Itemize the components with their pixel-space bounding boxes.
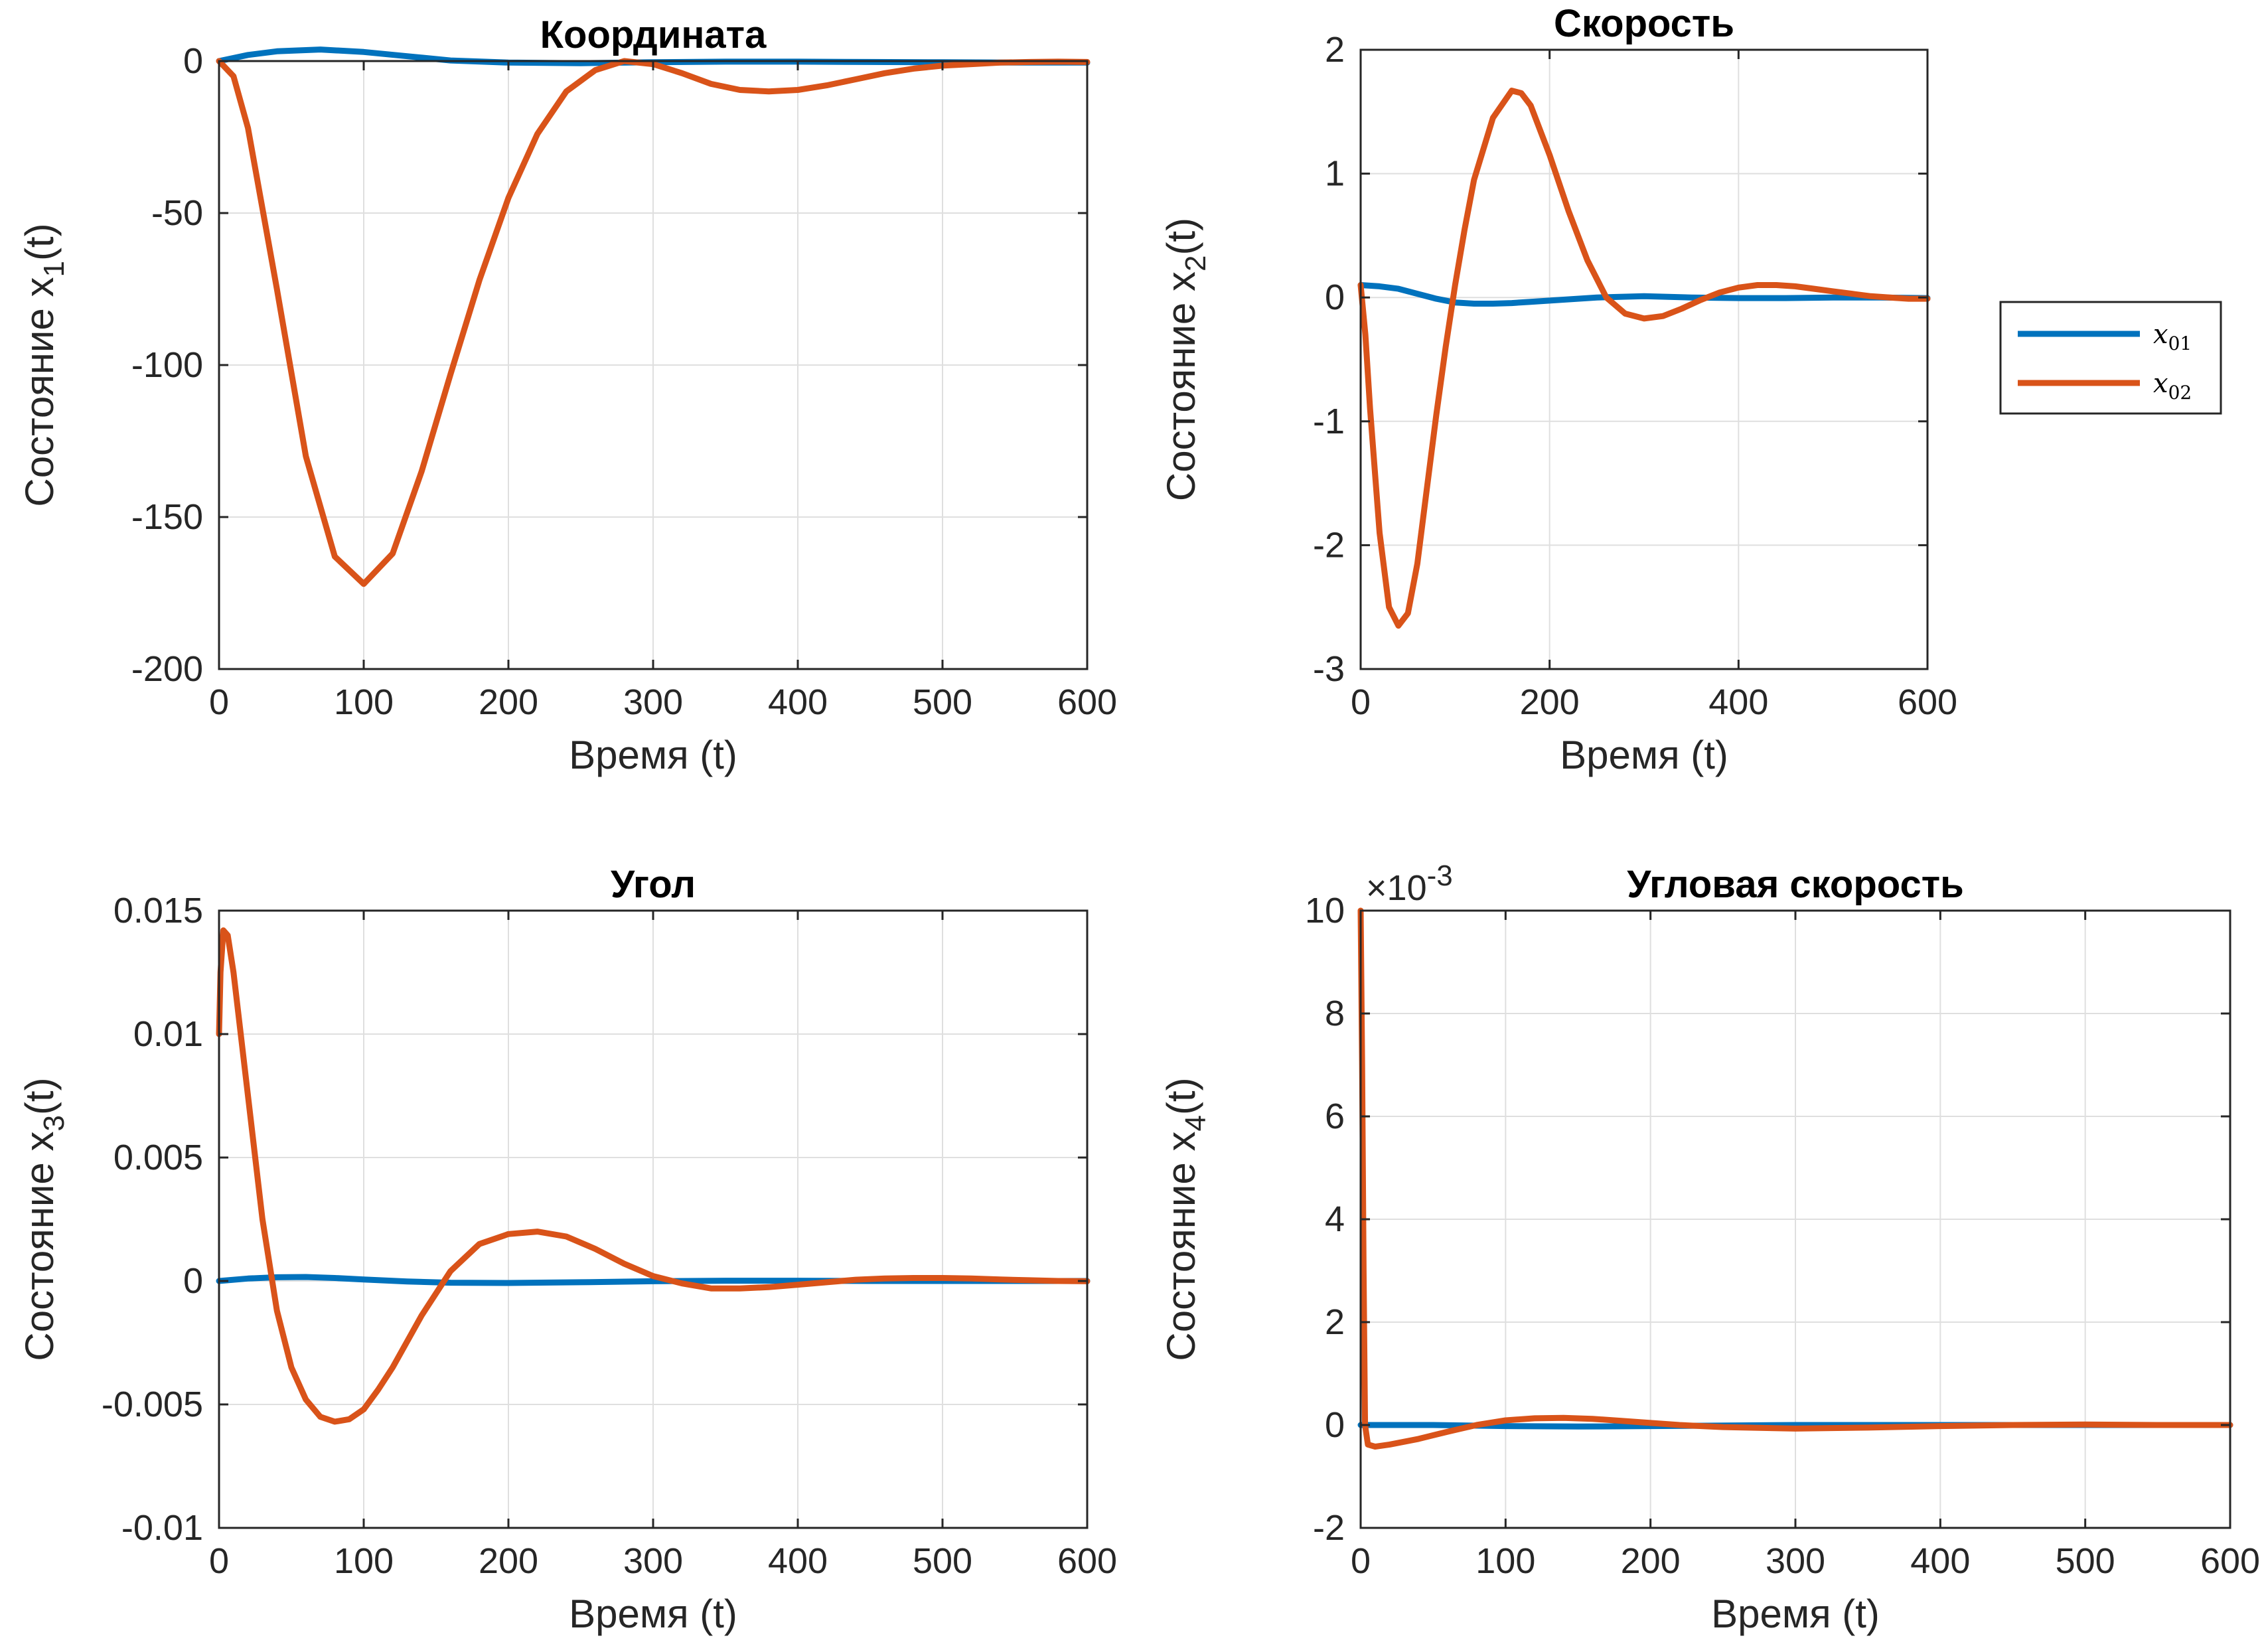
y-tick-label: -150	[131, 497, 203, 537]
chart-panel-1: 0 100 200 300 400 500 600 -200 -150 -100 -50 0 Коорд…	[17, 13, 1117, 777]
x-tick-label: 200	[1520, 682, 1580, 722]
y-axis-label: Состояние x1(t)	[17, 223, 70, 506]
y-tick-label: -50	[151, 193, 203, 233]
legend-label-02: x02	[2153, 368, 2192, 404]
y-tick-label: -2	[1313, 1508, 1345, 1548]
x-tick-label: 100	[334, 1541, 394, 1581]
y-tick-label: 1	[1325, 154, 1345, 194]
x-tick-label: 100	[334, 682, 394, 722]
x-tick-label: 200	[479, 1541, 538, 1581]
series-line-x02	[216, 58, 1091, 587]
x-tick-label: 0	[209, 682, 229, 722]
y-tick-label: -0.005	[102, 1385, 203, 1424]
plot-area	[1361, 50, 1927, 669]
series-line-x02	[216, 927, 1091, 1425]
x-axis-label: Время (t)	[569, 733, 737, 777]
x-tick-label: 200	[1621, 1541, 1681, 1581]
x-tick-label: 0	[1351, 1541, 1371, 1581]
y-tick-label: -1	[1313, 402, 1345, 441]
y-tick-label: 2	[1325, 1302, 1345, 1342]
chart-title: Угол	[611, 863, 696, 906]
y-tick-label: 0	[183, 1261, 203, 1301]
x-tick-label: 500	[913, 1541, 972, 1581]
x-tick-label: 300	[623, 682, 683, 722]
chart-panel-3: 0 100 200 300 400 500 600 -0.01 -0.005 0 0.005 0.01…	[17, 863, 1117, 1636]
y-tick-label: 4	[1325, 1199, 1345, 1239]
y-tick-label: 6	[1325, 1096, 1345, 1136]
chart-panel-2: 0 200 400 600 -3 -2 -1 0 1 2 Скорость Время (t) Сост…	[1159, 2, 1957, 777]
y-tick-label: 0	[1325, 277, 1345, 317]
chart-title: Скорость	[1554, 2, 1734, 45]
x-tick-label: 100	[1475, 1541, 1535, 1581]
y-tick-label: 0.015	[113, 891, 203, 931]
y-tick-label: 0	[183, 41, 203, 81]
y-exponent-label: ×10-3	[1366, 860, 1453, 908]
chart-title: Координата	[540, 13, 767, 56]
x-tick-label: 600	[1057, 682, 1117, 722]
x-tick-label: 300	[1766, 1541, 1825, 1581]
y-tick-label: -0.01	[121, 1508, 203, 1548]
x-tick-label: 0	[1351, 682, 1371, 722]
y-tick-label: -3	[1313, 649, 1345, 689]
y-tick-label: 10	[1305, 891, 1345, 931]
series-line-x02	[1357, 907, 2233, 1450]
series-line-x01	[1357, 282, 1931, 307]
y-tick-label: 0.005	[113, 1138, 203, 1177]
y-tick-label: -2	[1313, 525, 1345, 565]
x-tick-label: 600	[2200, 1541, 2260, 1581]
x-tick-label: 400	[1708, 682, 1768, 722]
y-tick-label: 2	[1325, 30, 1345, 70]
series-line-x01	[216, 46, 1091, 66]
y-tick-label: 8	[1325, 994, 1345, 1033]
x-tick-label: 400	[1910, 1541, 1970, 1581]
x-axis-label: Время (t)	[1711, 1592, 1880, 1636]
x-tick-label: 400	[768, 1541, 828, 1581]
x-tick-label: 200	[479, 682, 538, 722]
legend-box	[1999, 301, 2222, 415]
y-tick-label: -100	[131, 345, 203, 385]
y-axis-label: Состояние x2(t)	[1159, 218, 1212, 501]
y-axis-label: Состояние x4(t)	[1159, 1077, 1212, 1361]
axes-box	[1359, 48, 1929, 670]
y-tick-label: -200	[131, 649, 203, 689]
series-line-x02	[1357, 88, 1931, 629]
chart-title: Угловая скорость	[1627, 863, 1964, 906]
x-tick-label: 300	[623, 1541, 683, 1581]
x-tick-label: 400	[768, 682, 828, 722]
x-tick-label: 500	[2056, 1541, 2115, 1581]
y-tick-label: 0	[1325, 1405, 1345, 1445]
x-tick-label: 600	[1898, 682, 1957, 722]
y-tick-label: 0.01	[133, 1014, 203, 1054]
x-tick-label: 500	[913, 682, 972, 722]
x-tick-label: 0	[209, 1541, 229, 1581]
y-axis-label: Состояние x3(t)	[17, 1077, 70, 1361]
legend-label-01: x01	[2153, 319, 2192, 354]
x-axis-label: Время (t)	[1560, 733, 1728, 777]
x-tick-label: 600	[1057, 1541, 1117, 1581]
x-axis-label: Время (t)	[569, 1592, 737, 1636]
